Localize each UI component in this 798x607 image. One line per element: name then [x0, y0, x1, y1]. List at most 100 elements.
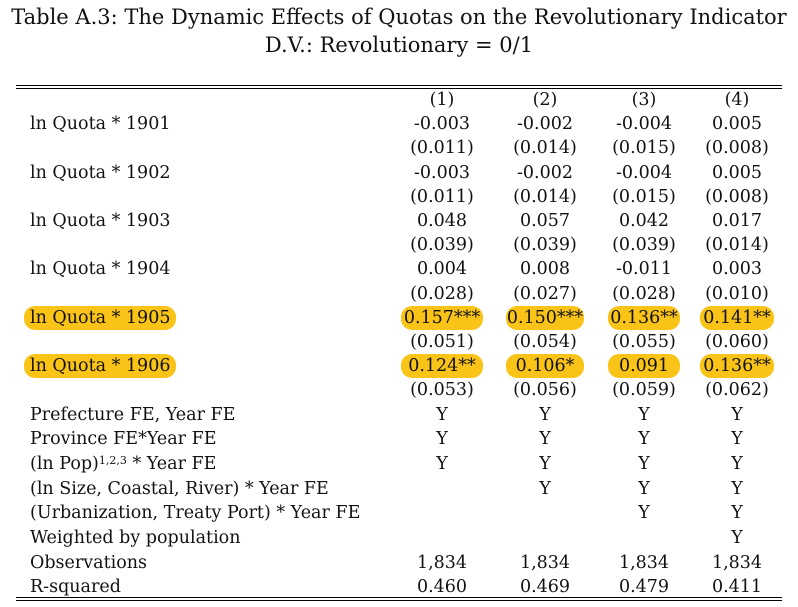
value-cell: 0.479: [618, 577, 670, 598]
row-label: Province FE*Year FE: [30, 427, 216, 451]
value-cell: Y: [638, 429, 650, 450]
highlight-marker: [608, 305, 680, 330]
row-label-suffix: * Year FE: [126, 453, 217, 474]
std-error-cell: (0.055): [612, 332, 676, 352]
std-error-cell: (0.054): [513, 332, 577, 352]
row-label-text: Province FE*Year FE: [30, 429, 217, 450]
std-error-cell: (0.053): [410, 380, 474, 401]
std-error-cell: (0.011): [410, 186, 474, 207]
column-header: (3): [631, 90, 657, 110]
highlight-marker: [24, 354, 176, 379]
std-error-cell: (0.062): [705, 380, 769, 401]
coefficient-cell: -0.003: [413, 114, 470, 135]
coefficient-cell: 0.136**: [610, 307, 678, 328]
coefficient-cell: -0.004: [615, 114, 672, 135]
highlight-marker: [401, 354, 483, 379]
top-rule-2: [16, 88, 782, 89]
row-label: ln Quota * 1901: [30, 114, 171, 135]
coefficient-cell: 0.005: [711, 162, 763, 183]
row-label: ln Quota * 1906: [30, 356, 171, 377]
std-error-cell: (0.027): [513, 283, 577, 304]
value-cell: 0.411: [711, 577, 763, 598]
coefficient-cell: 0.157***: [403, 307, 481, 328]
coefficient-cell: 0.124**: [408, 356, 476, 377]
std-error-cell: (0.060): [705, 332, 769, 352]
coefficient-cell: -0.004: [615, 162, 672, 183]
column-header: (1): [429, 90, 455, 110]
row-label-text: Observations: [30, 552, 147, 573]
row-label-text: (ln Size, Coastal, River) * Year FE: [30, 478, 329, 499]
std-error-cell: (0.059): [612, 380, 676, 401]
top-rule-1: [16, 85, 782, 86]
coefficient-cell: 0.017: [711, 211, 763, 231]
value-cell: Y: [638, 478, 650, 499]
std-error-cell: (0.028): [612, 283, 676, 304]
std-error-cell: (0.011): [410, 138, 474, 159]
value-cell: 0.469: [519, 577, 571, 598]
highlight-marker: [700, 354, 774, 379]
value-cell: Y: [731, 528, 743, 549]
value-cell: Y: [638, 453, 650, 474]
highlight-marker: [506, 305, 584, 330]
value-cell: Y: [731, 503, 743, 524]
value-cell: 1,834: [416, 552, 468, 573]
coefficient-cell: 0.004: [416, 259, 468, 280]
coefficient-cell: 0.048: [416, 211, 468, 231]
coefficient-cell: 0.150***: [506, 307, 584, 328]
row-label: Weighted by population: [30, 526, 240, 550]
row-label: Observations: [30, 551, 147, 575]
row-label: ln Quota * 1902: [30, 162, 171, 183]
value-cell: Y: [539, 429, 551, 450]
coefficient-cell: -0.011: [615, 259, 672, 280]
coefficient-cell: 0.003: [711, 259, 763, 280]
column-header: (2): [532, 90, 558, 110]
value-cell: 0.460: [416, 577, 468, 598]
row-label-superscript: 1,2,3: [98, 453, 127, 467]
coefficient-cell: -0.002: [516, 162, 573, 183]
std-error-cell: (0.014): [705, 235, 769, 256]
std-error-cell: (0.015): [612, 186, 676, 207]
value-cell: Y: [731, 478, 743, 499]
bottom-rule-2: [16, 600, 782, 601]
coefficient-cell: -0.003: [413, 162, 470, 183]
row-label: Prefecture FE, Year FE: [30, 403, 235, 427]
std-error-cell: (0.008): [705, 186, 769, 207]
row-label: ln Quota * 1904: [30, 259, 171, 280]
coefficient-cell: 0.136**: [703, 356, 771, 377]
value-cell: Y: [638, 404, 650, 425]
value-cell: Y: [539, 404, 551, 425]
std-error-cell: (0.039): [513, 235, 577, 256]
coefficient-cell: -0.002: [516, 114, 573, 135]
value-cell: Y: [436, 429, 448, 450]
value-cell: Y: [638, 503, 650, 524]
value-cell: Y: [731, 453, 743, 474]
std-error-cell: (0.051): [410, 332, 474, 352]
row-label-text: (ln Pop): [30, 453, 99, 474]
coefficient-cell: 0.091: [618, 356, 670, 377]
value-cell: 1,834: [711, 552, 763, 573]
std-error-cell: (0.014): [513, 138, 577, 159]
row-label: (Urbanization, Treaty Port) * Year FE: [30, 501, 360, 525]
coefficient-cell: 0.141**: [703, 307, 771, 328]
value-cell: Y: [731, 429, 743, 450]
row-label: (ln Pop)1,2,3 * Year FE: [30, 452, 216, 476]
std-error-cell: (0.056): [513, 380, 577, 401]
table-title: Table A.3: The Dynamic Effects of Quotas…: [11, 5, 787, 29]
row-label: ln Quota * 1905: [30, 307, 171, 328]
coefficient-cell: 0.005: [711, 114, 763, 135]
highlight-marker: [700, 305, 774, 330]
value-cell: 1,834: [618, 552, 670, 573]
highlight-marker: [24, 305, 176, 330]
row-label-text: (Urbanization, Treaty Port) * Year FE: [30, 503, 361, 524]
value-cell: Y: [539, 453, 551, 474]
highlight-marker: [608, 354, 680, 379]
value-cell: 1,834: [519, 552, 571, 573]
highlight-marker: [401, 305, 483, 330]
row-label: ln Quota * 1903: [30, 211, 171, 231]
coefficient-cell: 0.008: [519, 259, 571, 280]
highlight-marker: [506, 354, 584, 379]
coefficient-cell: 0.042: [618, 211, 670, 231]
std-error-cell: (0.015): [612, 138, 676, 159]
std-error-cell: (0.014): [513, 186, 577, 207]
coefficient-cell: 0.106*: [515, 356, 575, 377]
